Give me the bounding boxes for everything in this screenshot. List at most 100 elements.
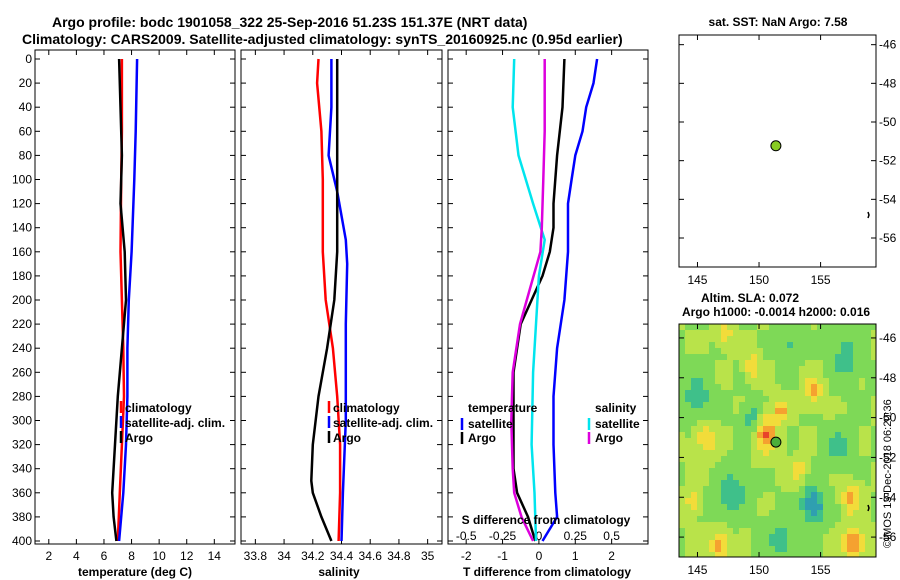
sla-cell — [715, 462, 721, 468]
sla-cell — [763, 396, 769, 402]
sla-cell — [859, 372, 865, 378]
sla-cell — [757, 444, 763, 450]
sla-cell — [715, 360, 721, 366]
legend-climatology-label: climatology — [125, 401, 192, 415]
sla-cell — [817, 438, 823, 444]
sla-cell — [787, 540, 793, 546]
sla-map-ticks: 145 150 155 -46 -48 -50 -52 -54 -56 — [679, 324, 897, 577]
sla-cell — [817, 426, 823, 432]
sla-cell — [715, 540, 721, 546]
sla-cell — [703, 384, 709, 390]
sla-cell — [817, 432, 823, 438]
sla-cell — [847, 540, 853, 546]
sla-cell — [721, 390, 727, 396]
sla-cell — [703, 444, 709, 450]
sla-cell — [757, 480, 763, 486]
sla-cell — [697, 456, 703, 462]
sla-cell — [697, 534, 703, 540]
sla-cell — [787, 420, 793, 426]
sla-cell — [775, 474, 781, 480]
sla-cell — [781, 354, 787, 360]
sla-cell — [685, 498, 691, 504]
sla-cell — [847, 444, 853, 450]
sla-cell — [847, 480, 853, 486]
sla-cell — [829, 396, 835, 402]
sla-cell — [829, 402, 835, 408]
sla-cell — [757, 408, 763, 414]
sla-cell — [787, 438, 793, 444]
sla-cell — [805, 324, 811, 330]
sla-cell — [763, 486, 769, 492]
sla-cell — [691, 414, 697, 420]
sla-cell — [691, 420, 697, 426]
sla-cell — [733, 414, 739, 420]
sla-cell — [697, 342, 703, 348]
sla-cell — [793, 426, 799, 432]
sla-cell — [853, 492, 859, 498]
sla-cell — [751, 486, 757, 492]
sla-cell — [817, 486, 823, 492]
sla-cell — [763, 390, 769, 396]
sal-legend-argo-label: Argo — [333, 431, 361, 445]
sla-cell — [703, 492, 709, 498]
sla-cell — [841, 450, 847, 456]
sla-cell — [775, 330, 781, 336]
sla-cell — [781, 486, 787, 492]
sla-cell — [853, 486, 859, 492]
sla-cell — [799, 324, 805, 330]
sla-cell — [823, 516, 829, 522]
depth-tick-label: 0 — [25, 52, 32, 66]
sla-cell — [823, 474, 829, 480]
sla-cell — [727, 504, 733, 510]
sla-cell — [763, 468, 769, 474]
salinity-axes — [240, 49, 443, 545]
sla-cell — [799, 432, 805, 438]
sla-cell — [871, 426, 876, 432]
sla-cell — [847, 474, 853, 480]
sla-cell — [757, 546, 763, 552]
sla-cell — [811, 336, 817, 342]
sla-cell — [859, 468, 865, 474]
sla-cell — [727, 498, 733, 504]
sla-cell — [829, 540, 835, 546]
sla-cell — [805, 516, 811, 522]
sla-cell — [685, 462, 691, 468]
sla-cell — [823, 498, 829, 504]
depth-tick-label: 240 — [12, 341, 32, 355]
sla-cell — [685, 432, 691, 438]
sla-cell — [697, 426, 703, 432]
sla-cell — [865, 528, 871, 534]
sla-cell — [859, 414, 865, 420]
sla-cell — [805, 504, 811, 510]
sla-cell — [763, 342, 769, 348]
sla-cell — [799, 420, 805, 426]
sla-cell — [679, 324, 685, 330]
sla-cell — [757, 372, 763, 378]
sla-cell — [835, 552, 841, 557]
sla-cell — [859, 462, 865, 468]
sla-cell — [847, 546, 853, 552]
sla-cell — [679, 450, 685, 456]
sla-cell — [859, 432, 865, 438]
salinity-legend: climatology satellite-adj. clim. Argo — [327, 401, 433, 445]
sla-cell — [781, 546, 787, 552]
sla-cell — [859, 420, 865, 426]
sla-cell — [709, 408, 715, 414]
sla-cell — [781, 360, 787, 366]
sla-cell — [835, 432, 841, 438]
sla-cell — [721, 510, 727, 516]
sla-cell — [763, 498, 769, 504]
sla-cell — [763, 384, 769, 390]
sla-cell — [721, 540, 727, 546]
sla-cell — [853, 342, 859, 348]
sla-cell — [781, 372, 787, 378]
sla-cell — [679, 384, 685, 390]
sla-cell — [757, 390, 763, 396]
sla-cell — [775, 420, 781, 426]
sla-cell — [871, 330, 876, 336]
sla-cell — [847, 360, 853, 366]
sla-cell — [799, 546, 805, 552]
sla-cell — [763, 330, 769, 336]
sla-cell — [787, 504, 793, 510]
sla-cell — [685, 330, 691, 336]
